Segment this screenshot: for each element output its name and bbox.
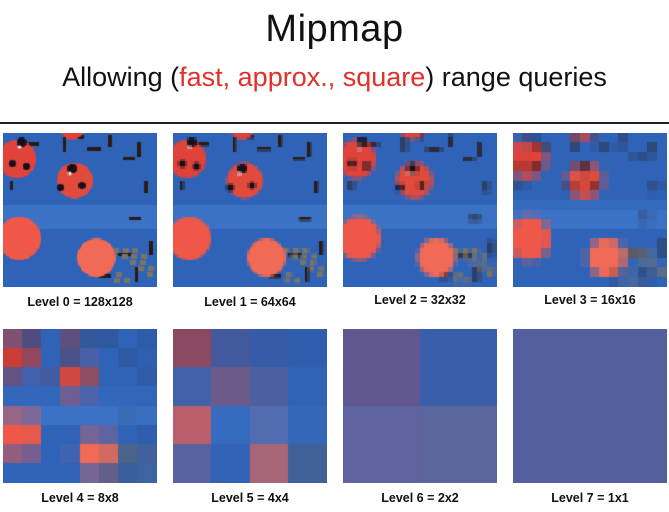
mipmap-level-2-image — [343, 133, 497, 287]
level-0-caption: Level 0 = 128x128 — [27, 295, 133, 309]
subtitle-lead: Allowing ( — [62, 62, 180, 92]
subtitle-tail: ) range queries — [425, 62, 607, 92]
level-5-caption: Level 5 = 4x4 — [211, 491, 289, 505]
mipmap-level-5-image — [173, 329, 327, 483]
slide-title: Mipmap — [265, 8, 404, 50]
mipmap-level-1-image — [173, 133, 327, 287]
level-7-caption: Level 7 = 1x1 — [551, 491, 629, 505]
mipmap-level-4-image — [3, 329, 157, 483]
subtitle-highlight: fast, approx., square — [179, 62, 426, 92]
mipmap-level-0-image — [3, 133, 157, 287]
mipmap-level-7-image — [513, 329, 667, 483]
level-3-caption: Level 3 = 16x16 — [544, 293, 636, 307]
mipmap-level-3-image — [513, 133, 667, 287]
level-2-caption: Level 2 = 32x32 — [374, 293, 466, 307]
mipmap-level-6-image — [343, 329, 497, 483]
level-1-caption: Level 1 = 64x64 — [204, 295, 296, 309]
level-4-caption: Level 4 = 8x8 — [41, 491, 119, 505]
slide-subtitle: Allowing (fast, approx., square) range q… — [0, 62, 669, 93]
level-6-caption: Level 6 = 2x2 — [381, 491, 459, 505]
title-divider — [0, 122, 669, 124]
